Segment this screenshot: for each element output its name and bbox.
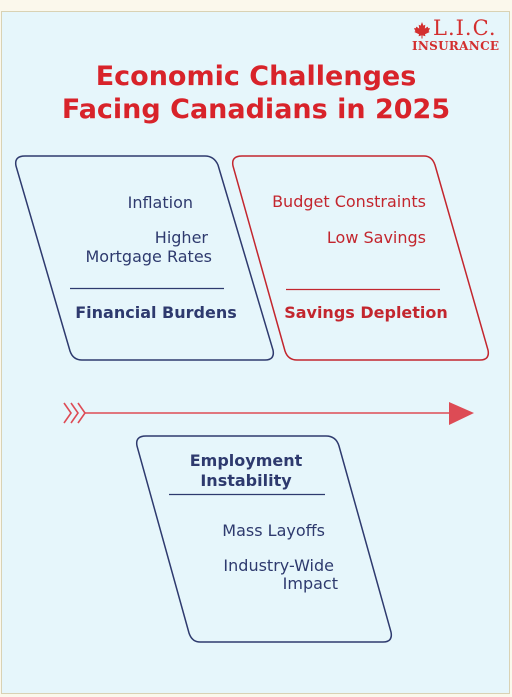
item-higher: Higher [154,228,208,247]
title-line-1: Economic Challenges [95,61,417,92]
page-title: Economic Challenges Facing Canadians in … [0,60,512,126]
employment-instability-panel [135,435,393,643]
logo-letters: L.I.C. [433,16,497,40]
item-inflation: Inflation [127,193,193,212]
item-industry-wide: Industry-Wide [223,556,334,575]
item-mass-layoffs: Mass Layoffs [222,521,325,540]
flow-arrow [63,402,452,424]
logo-wordmark: INSURANCE [412,39,500,53]
financial-burdens-panel [14,155,275,361]
heading-employment: Employment [189,451,303,470]
item-budget-constraints: Budget Constraints [272,192,426,211]
item-impact: Impact [282,574,338,593]
item-low-savings: Low Savings [326,228,426,247]
infographic-frame [1,11,510,694]
maple-leaf-icon [414,22,430,39]
title-line-2: Facing Canadians in 2025 [61,94,451,125]
arrow-head [449,402,474,425]
savings-depletion-panel [231,155,490,361]
heading-instability: Instability [200,471,292,490]
heading-financial-burdens: Financial Burdens [75,303,237,322]
heading-savings-depletion: Savings Depletion [284,303,448,322]
item-mortgage-rates: Mortgage Rates [85,247,212,266]
lic-insurance-logo: L.I.C. INSURANCE [412,16,500,54]
